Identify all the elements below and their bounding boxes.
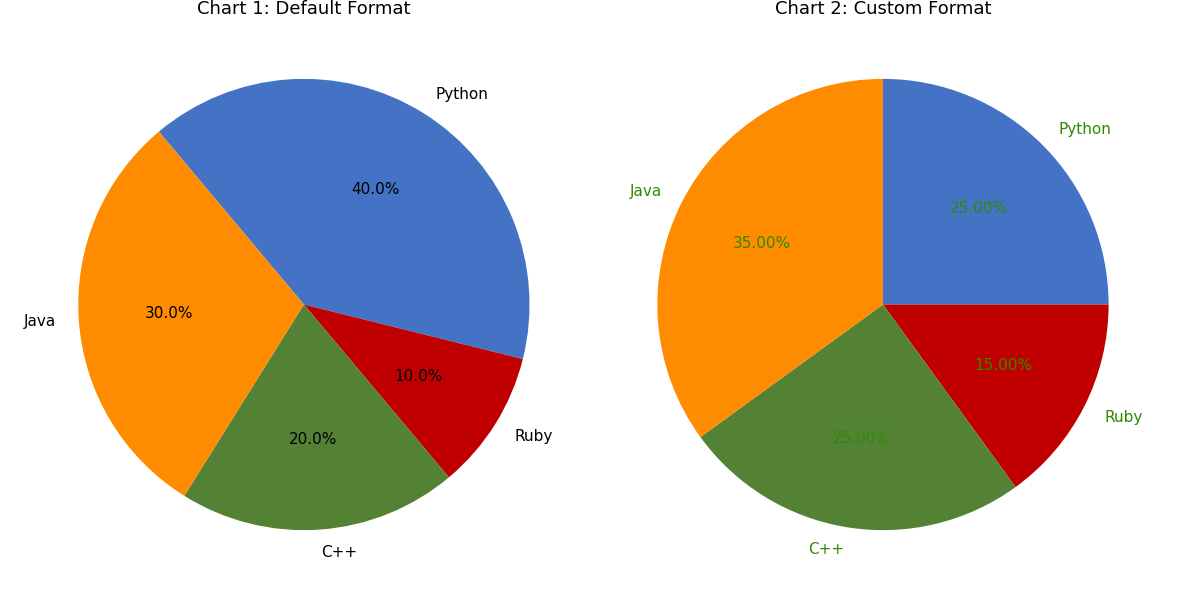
Title: Chart 1: Default Format: Chart 1: Default Format: [197, 0, 411, 18]
Text: Java: Java: [630, 185, 662, 199]
Wedge shape: [883, 304, 1108, 487]
Text: Ruby: Ruby: [1104, 410, 1142, 424]
Wedge shape: [78, 132, 304, 496]
Text: 25.00%: 25.00%: [833, 431, 891, 446]
Wedge shape: [184, 304, 448, 530]
Text: Ruby: Ruby: [514, 429, 552, 443]
Wedge shape: [883, 79, 1108, 304]
Text: 35.00%: 35.00%: [733, 236, 792, 250]
Wedge shape: [701, 304, 1016, 530]
Text: Python: Python: [1058, 122, 1112, 136]
Text: Java: Java: [24, 314, 57, 329]
Text: 30.0%: 30.0%: [145, 306, 194, 322]
Title: Chart 2: Custom Format: Chart 2: Custom Format: [775, 0, 991, 18]
Text: 15.00%: 15.00%: [975, 359, 1032, 373]
Wedge shape: [159, 79, 530, 359]
Text: C++: C++: [321, 544, 358, 560]
Text: 40.0%: 40.0%: [352, 182, 400, 197]
Text: 20.0%: 20.0%: [289, 432, 337, 447]
Text: 25.00%: 25.00%: [950, 201, 1008, 216]
Wedge shape: [304, 304, 523, 477]
Text: 10.0%: 10.0%: [394, 368, 442, 384]
Text: C++: C++: [808, 542, 844, 557]
Text: Python: Python: [435, 86, 489, 102]
Wedge shape: [657, 79, 883, 437]
